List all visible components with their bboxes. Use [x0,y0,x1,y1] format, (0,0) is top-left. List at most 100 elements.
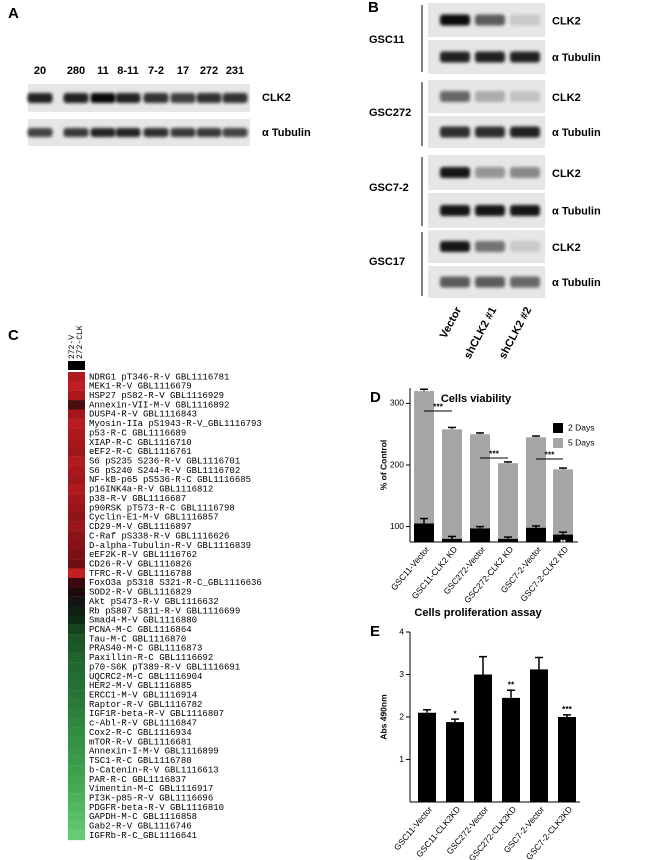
row-label: C-Raf pS338-R-V GBL1116626 [89,531,229,541]
row-label: NF-kB-p65 pS536-R-C GBL1116685 [89,475,251,485]
heatmap-cell [68,428,85,438]
significance-label: ** [449,544,455,551]
lane-label: 7-2 [148,65,164,77]
heatmap-cell [68,456,85,466]
blot-band [222,128,248,137]
blot-label: α Tubulin [552,127,601,139]
row-label: eEF2K-R-V GBL1116762 [89,550,197,560]
row-label: HER2-M-V GBL1116885 [89,681,192,691]
row-label: PI3K-p85-R-V GBL1116696 [89,793,213,803]
heatmap-cell [68,802,85,813]
heatmap-cell [68,671,85,682]
heatmap-cell [68,690,85,700]
blot-label: CLK2 [552,242,581,254]
row-label: Smad4-M-V GBL1116880 [89,616,197,626]
blot-band [475,126,505,138]
row-label: UQCRC2-M-C GBL1116904 [89,672,202,682]
heatmap-cell [68,662,85,672]
bar [418,712,436,802]
panel-label: B [368,0,379,16]
bar [414,523,434,542]
blot-band [510,167,540,178]
blot-band [510,205,540,216]
blot-band [90,128,116,137]
heatmap-cell [68,437,85,448]
heatmap-cell [68,577,85,588]
group-label: GSC11 [369,34,404,46]
row-label: Cyclin-E1-M-V GBL1116857 [89,513,219,523]
x-tick-label: GSC272-CLK2 KD [462,544,515,605]
panel-label: C [8,327,19,344]
lane-label: 17 [177,65,189,77]
legend-label: 2 Days [568,422,594,432]
heatmap-cell [68,606,85,616]
row-label: Paxillin-R-C GBL1116692 [89,653,213,663]
bar [474,674,492,802]
heatmap-cell [68,400,85,410]
heatmap-cell [68,474,85,485]
group-label: GSC17 [369,256,405,268]
y-tick-label: 100 [390,521,404,531]
blot-label: CLK2 [552,168,581,180]
significance-label: *** [504,544,512,551]
row-label: Raptor-R-V GBL1116782 [89,700,202,710]
blot-band [90,93,116,103]
row-label: SOD2-R-V GBL1116829 [89,588,192,598]
row-label: Gab2-R-V GBL1116746 [89,822,192,832]
blot-band [510,241,540,252]
blot-label: CLK2 [552,15,581,27]
lane-label: shCLK2 #2 [497,305,534,361]
row-label: CD26-R-V GBL1116826 [89,559,192,569]
heatmap-cell [68,783,85,794]
blot-label: α Tubulin [552,277,601,289]
row-label: IGF1R-beta-R-V GBL1116807 [89,709,224,719]
heatmap-cell [68,418,85,429]
blot-band [475,205,505,216]
blot-band [475,91,505,102]
row-label: XIAP-R-C GBL1116710 [89,438,192,448]
heatmap-cell [68,737,85,747]
blot-band [475,51,505,63]
bar [498,463,518,542]
blot-band [196,93,222,103]
lane-label: Vector [438,305,465,341]
legend-label: 5 Days [568,437,594,447]
blot-label: α Tubulin [552,205,601,217]
row-label: c-Abl-R-V GBL1116847 [89,719,197,729]
heatmap-cell [68,821,85,831]
significance-label: *** [489,448,500,458]
bar [502,697,520,802]
heatmap-cell [68,727,85,738]
bar [446,722,464,802]
blot-band [510,91,540,102]
blot-band [510,51,540,63]
heatmap-cell [68,774,85,784]
row-label: PDGFR-beta-R-V GBL1116810 [89,803,224,813]
blot-band [196,128,222,137]
y-axis-label: % of Control [378,440,388,491]
row-label: PCNA-M-C GBL1116864 [89,625,192,635]
row-label: p38-R-V GBL1116687 [89,494,186,504]
heatmap-cell [68,699,85,710]
significance-label: ** [560,539,566,546]
blot-band [27,128,53,137]
heatmap-cell [68,465,85,476]
heatmap-cell [68,634,85,644]
row-label: eEF2-R-C GBL1116761 [89,447,192,457]
row-label: Myosin-IIa pS1943-R-V_GBL1116793 [89,419,262,429]
blot-band [440,126,470,138]
lane-label: 8-11 [117,65,138,77]
row-label: TSC1-R-C GBL1116780 [89,756,192,766]
heatmap-cell [68,559,85,569]
significance-label: *** [545,449,556,459]
row-label: b-Catenin-R-V GBL1116613 [89,765,219,775]
heatmap-cell [68,503,85,513]
column-label: 272-V [68,335,77,359]
row-label: Tau-M-C GBL1116870 [89,634,186,644]
blot-band [115,93,141,103]
heatmap-cell [68,708,85,719]
bar [414,391,434,542]
significance-label: *** [433,401,444,411]
heatmap-cell [68,493,85,504]
row-label: Cox2-R-C GBL1116934 [89,728,192,738]
